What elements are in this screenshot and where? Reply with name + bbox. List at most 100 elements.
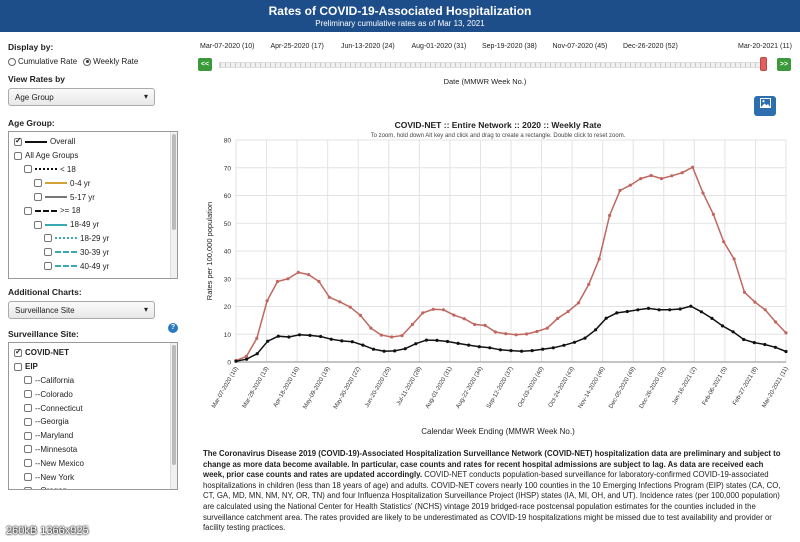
series-point [699, 310, 703, 314]
timeline-handle[interactable] [760, 57, 767, 71]
site-scrollbar[interactable] [170, 343, 177, 489]
age-group-checkbox[interactable] [24, 206, 32, 215]
age-group-item-label: 30-39 yr [80, 247, 110, 257]
radio-weekly-rate[interactable] [83, 57, 92, 66]
series-point [477, 345, 481, 349]
series-point [731, 330, 735, 334]
age-group-item[interactable]: >= 18 [14, 204, 177, 218]
age-group-item[interactable]: 18-49 yr [14, 218, 177, 232]
site-checkbox[interactable] [24, 404, 32, 413]
series-point [753, 300, 757, 304]
surveillance-site-list[interactable]: COVID-NET EIP --California --Colorado --Conn… [8, 342, 178, 490]
additional-charts-select[interactable]: Surveillance Site [8, 301, 155, 319]
age-group-checkbox[interactable] [44, 248, 52, 257]
series-point [774, 320, 778, 324]
age-group-checkbox[interactable] [34, 193, 42, 202]
age-group-checkbox[interactable] [14, 151, 22, 160]
site-checkbox[interactable] [24, 390, 32, 399]
age-group-item[interactable]: < 18 [14, 163, 177, 177]
series-point [639, 177, 643, 181]
series-point [286, 277, 290, 281]
site-checkbox[interactable] [24, 431, 32, 440]
image-download-button[interactable] [754, 96, 776, 116]
age-group-checkbox[interactable] [44, 234, 52, 243]
age-group-item[interactable]: 5-17 yr [14, 190, 177, 204]
x-tick-label: Apr-18-2020 (16) [273, 366, 301, 409]
x-tick-label: Dec-05-2020 (49) [608, 366, 637, 410]
age-group-checkbox[interactable] [14, 136, 22, 146]
series-point [400, 334, 404, 338]
age-group-checkbox[interactable] [44, 262, 52, 271]
help-icon[interactable]: ? [168, 323, 178, 333]
age-group-item[interactable]: All Age Groups [14, 149, 177, 163]
age-group-item[interactable]: 40-49 yr [14, 259, 177, 273]
x-tick-label: May-30-2020 (22) [333, 366, 362, 410]
series-point [275, 279, 280, 284]
surveillance-site-item[interactable]: --New Mexico [14, 456, 177, 470]
age-group-list[interactable]: Overall All Age Groups < 18 0-4 yr 5-17 yr >=… [8, 131, 178, 279]
weekly-rate-chart[interactable]: COVID-NET :: Entire Network :: 2020 :: W… [196, 118, 800, 448]
radio-weekly-label[interactable]: Weekly Rate [93, 57, 139, 66]
site-checkbox[interactable] [24, 376, 32, 385]
x-tick-label: Nov-14-2020 (46) [578, 366, 607, 410]
site-checkbox[interactable] [14, 347, 22, 357]
site-checkbox[interactable] [14, 362, 22, 371]
series-point [403, 347, 407, 351]
age-group-checkbox[interactable] [24, 165, 32, 174]
surveillance-site-item[interactable]: --Maryland [14, 429, 177, 443]
series-point [473, 322, 477, 327]
series-point [615, 311, 619, 315]
series-point [393, 349, 397, 353]
series-point [752, 341, 756, 345]
description-bold: The Coronavirus Disease 2019 (COVID-19)-… [203, 449, 781, 480]
surveillance-site-item[interactable]: --California [14, 374, 177, 388]
site-checkbox[interactable] [24, 445, 32, 454]
series-point [636, 308, 640, 312]
x-axis-label: Calendar Week Ending (MMWR Week No.) [421, 427, 575, 436]
surveillance-site-item[interactable]: --Connecticut [14, 401, 177, 415]
y-tick-label: 70 [224, 165, 232, 172]
age-group-scrollbar[interactable] [170, 132, 177, 278]
age-group-item[interactable]: 18-29 yr [14, 232, 177, 246]
surveillance-site-item[interactable]: --Georgia [14, 415, 177, 429]
view-rates-by-value: Age Group [15, 93, 54, 102]
surveillance-site-item[interactable]: COVID-NET [14, 346, 177, 360]
age-group-checkbox[interactable] [34, 179, 42, 188]
timeline-next-button[interactable]: >> [777, 58, 791, 71]
age-group-item[interactable]: 30-39 yr [14, 245, 177, 259]
series-point [317, 279, 321, 284]
series-point [722, 240, 726, 244]
chart-subtitle: To zoom, hold down Alt key and click and… [371, 133, 626, 139]
site-checkbox[interactable] [24, 417, 32, 426]
site-checkbox[interactable] [24, 473, 32, 482]
x-tick-label: Feb-27-2021 (8) [732, 366, 759, 407]
x-tick-label: Mar-07-2020 (10) [211, 366, 240, 409]
timeline-track[interactable] [219, 62, 767, 68]
view-rates-by-select[interactable]: Age Group [8, 88, 155, 106]
surveillance-site-item[interactable]: --Oregon [14, 484, 177, 489]
series-point [701, 191, 705, 195]
page-subtitle: Preliminary cumulative rates as of Mar 1… [315, 19, 485, 28]
series-point [488, 346, 492, 350]
radio-cumulative-rate[interactable] [8, 57, 16, 66]
site-item-label: --Oregon [35, 486, 67, 489]
site-item-label: --California [35, 375, 75, 385]
timeline-date-label: Apr-25-2020 (17) [270, 43, 324, 50]
series-line [235, 166, 787, 362]
surveillance-site-item[interactable]: --New York [14, 470, 177, 484]
age-group-checkbox[interactable] [34, 220, 42, 229]
site-checkbox[interactable] [24, 486, 32, 489]
series-point [371, 347, 376, 351]
age-group-item[interactable]: Overall [14, 135, 177, 149]
surveillance-site-item[interactable]: --Minnesota [14, 443, 177, 457]
timeline-prev-button[interactable]: << [198, 58, 212, 71]
site-checkbox[interactable] [24, 459, 32, 468]
surveillance-site-item[interactable]: --Colorado [14, 387, 177, 401]
view-rates-by-label: View Rates by [8, 74, 66, 84]
series-point [329, 337, 333, 341]
radio-cumulative-label[interactable]: Cumulative Rate [18, 57, 78, 66]
surveillance-site-item[interactable]: EIP [14, 360, 177, 374]
series-point [255, 352, 259, 356]
series-point [462, 317, 466, 321]
age-group-item[interactable]: 0-4 yr [14, 176, 177, 190]
